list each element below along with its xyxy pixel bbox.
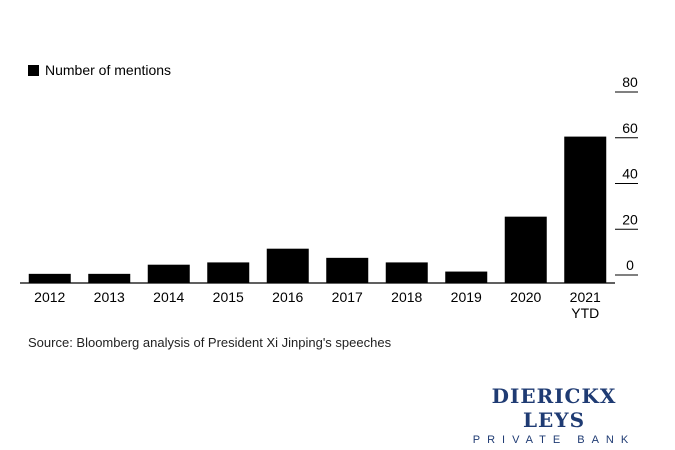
bar (28, 273, 71, 283)
bar (266, 248, 309, 283)
legend-swatch (28, 64, 39, 76)
chart-legend: Number of mentions (28, 62, 171, 78)
source-note: Source: Bloomberg analysis of President … (28, 335, 392, 350)
bar (326, 257, 369, 283)
x-tick-label: 2017 (332, 289, 363, 305)
bar (147, 264, 190, 283)
y-tick-label: 40 (622, 166, 638, 182)
brand-subtitle: PRIVATE BANK (472, 434, 636, 446)
bar (564, 136, 607, 283)
x-tick-label: YTD (571, 305, 599, 321)
x-tick-label: 2012 (34, 289, 65, 305)
x-tick-label: 2014 (153, 289, 184, 305)
bar (385, 262, 428, 283)
x-tick-label: 2019 (451, 289, 482, 305)
x-tick-label: 2013 (94, 289, 125, 305)
brand-logo: DIERICKX LEYS PRIVATE BANK (462, 384, 646, 446)
legend-label: Number of mentions (45, 62, 172, 78)
x-tick-label: 2021 (570, 289, 601, 305)
y-tick-label: 20 (622, 211, 638, 227)
x-tick-label: 2020 (510, 289, 541, 305)
y-tick-label: 80 (622, 74, 638, 90)
x-tick-label: 2016 (272, 289, 303, 305)
bar (445, 271, 488, 283)
x-tick-label: 2018 (391, 289, 422, 305)
bar (207, 262, 250, 283)
y-tick-label: 60 (622, 120, 638, 136)
bar (88, 273, 131, 283)
brand-name: DIERICKX LEYS (491, 384, 617, 432)
bar-chart: 0 20 40 60 80 2012 2013 2014 2015 2016 2017 2018 201… (20, 74, 638, 321)
y-tick-label: 0 (626, 257, 634, 273)
bar (504, 216, 547, 283)
x-tick-label: 2015 (213, 289, 244, 305)
